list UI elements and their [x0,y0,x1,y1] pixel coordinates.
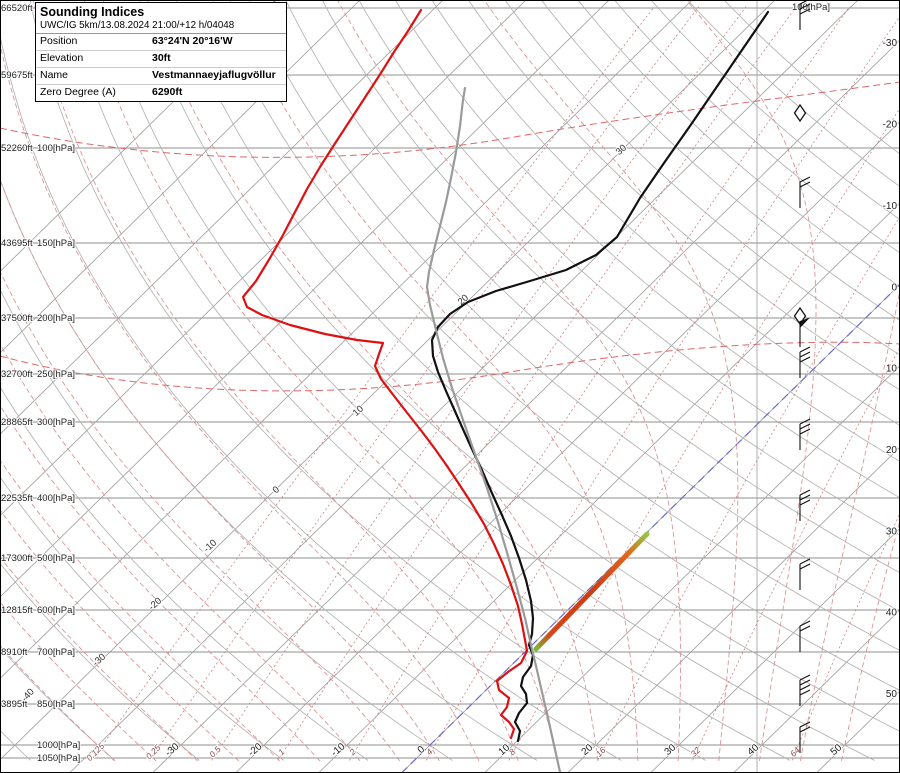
pressure-label: 1000[hPa] [37,740,80,751]
mixing-ratio-label: 0.5 [207,744,223,760]
right-temp-label: 0 [891,282,897,293]
pressure-label: 150[hPa] [37,238,75,249]
bottom-temp-label: 20 [580,742,596,758]
pressure-label: 500[hPa] [37,553,75,564]
right-temp-label: -30 [883,38,898,49]
altitude-label: 43695ft [1,238,33,249]
right-temp-label: 50 [886,689,898,700]
sounding-info-box: Sounding Indices UWC/IG 5km/13.08.2024 2… [35,2,287,102]
pressure-label: 100[hPa] [37,143,75,154]
right-temp-label: 10 [886,364,898,375]
right-temp-label: 30 [886,526,898,537]
mixing-ratio-label: 16 [594,745,608,759]
pressure-label: 250[hPa] [37,369,75,380]
moist-adiabat-label: 10 [351,404,366,419]
right-temp-label: -20 [883,120,898,131]
temperature-trace [430,10,770,743]
upper-red-dashed [0,81,900,158]
info-row-label: Zero Degree (A) [40,86,116,98]
altitude-label: 52260ft [1,143,33,154]
pressure-label: 600[hPa] [37,605,75,616]
dewpoint-trace [241,8,529,740]
moist-adiabat-label: -10 [202,537,220,554]
bottom-temp-label: 40 [746,742,762,758]
wind-barb-icon [799,489,811,521]
altitude-label: 59675ft [1,70,33,81]
sounding-traces [241,8,770,773]
altitude-label: 3895ft [1,699,28,710]
pressure-label: 300[hPa] [37,417,75,428]
wind-barb-icon [799,418,811,450]
altitude-label: 66520ft [1,3,33,14]
right-temp-label: 40 [886,608,898,619]
info-title: Sounding Indices [40,5,145,19]
altitude-label: 22535ft [1,493,33,504]
altitude-label: 32700ft [1,369,33,380]
bottom-temp-label: 30 [663,742,679,758]
highlight-layer-segment [533,531,650,652]
info-row-position: Position 63°24'N 20°16'W [36,34,286,51]
info-row-label: Elevation [40,52,84,64]
right-temp-label: -10 [883,201,898,212]
info-row-name: Name Vestmannaeyjaflugvöllur [36,68,286,85]
parcel-trace [425,86,562,773]
wind-barb-icon [799,0,811,30]
pressure-label: 1050[hPa] [37,753,80,764]
wind-barb-icon [799,721,811,753]
bottom-temp-label: 50 [829,742,845,758]
significant-level-diamond-icon [793,103,807,123]
altitude-label: 8910ft [1,647,28,658]
mixing-ratio-label: 32 [688,745,702,759]
wind-barb-icon [799,176,811,208]
lower-red-dashed [0,341,900,392]
pressure-label: 200[hPa] [37,313,75,324]
info-row-label: Name [40,69,69,81]
pressure-label: 700[hPa] [37,647,75,658]
info-row-elevation: Elevation 30ft [36,51,286,68]
wind-barb-icon [799,317,810,347]
wind-barbs [793,0,811,753]
wind-barb-icon [799,620,811,652]
altitude-label: 17300ft [1,553,33,564]
altitude-label: 37500ft [1,313,33,324]
info-row-value: 6290ft [152,86,183,98]
info-row-value: 30ft [152,52,171,64]
pressure-label: 850[hPa] [37,699,75,710]
wind-barb-icon [799,558,811,590]
mixing-ratio-lines [91,6,900,761]
info-subtitle: UWC/IG 5km/13.08.2024 21:00/+12 h/04048 [36,20,286,34]
pressure-label: 400[hPa] [37,493,75,504]
info-row-value: 63°24'N 20°16'W [152,35,233,47]
right-temp-label: 20 [886,445,898,456]
altitude-label: 28865ft [1,417,33,428]
info-row-label: Position [40,35,78,47]
moist-adiabat-label: 0 [271,484,282,496]
wind-barb-icon [799,674,811,706]
info-row-zero-degree: Zero Degree (A) 6290ft [36,85,286,101]
altitude-label: 12815ft [1,605,33,616]
wind-barb-icon [799,346,811,378]
info-row-value: Vestmannaeyjaflugvöllur [152,69,276,81]
mixing-ratio-label: 0.125 [84,741,106,763]
zero-isotherm-blue [401,283,900,773]
top-right-pressure-label: 100[hPa] [792,2,830,13]
